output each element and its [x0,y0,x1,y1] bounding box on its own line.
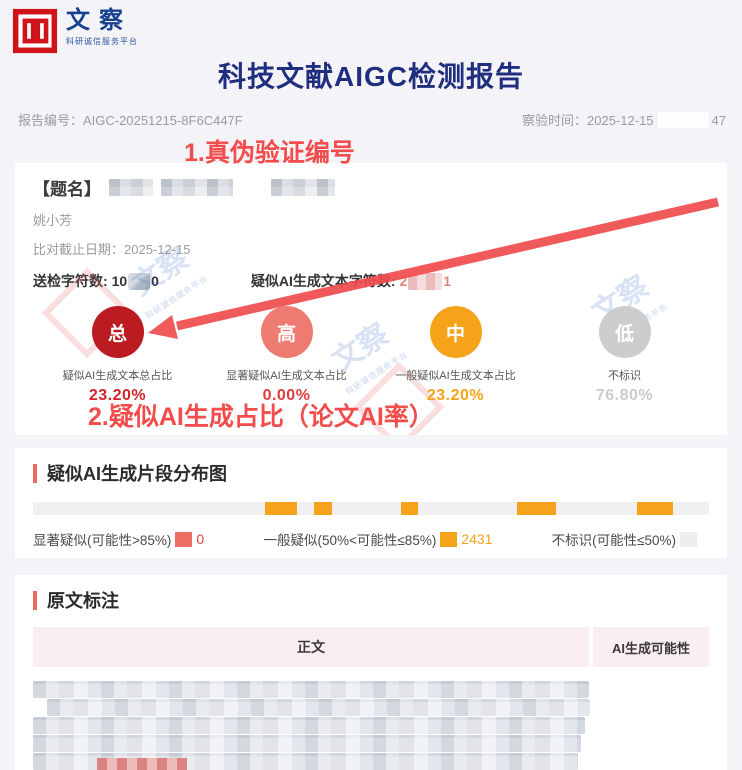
metric-medium: 中 一般疑似AI生成文本占比 23.20% [371,306,540,405]
legend-unmarked-label: 不标识(可能性≤50%) [551,533,676,548]
brand-logo-text-wrap: 文察 科研诚信服务平台 [66,8,138,47]
document-title-row: 【题名】 [33,175,709,200]
legend-significant-value: 0 [196,531,205,547]
ai-chars-prefix: 2 [399,273,408,289]
redacted-title-part [161,179,233,196]
redacted-text-row [47,699,590,716]
legend-significant: 显著疑似(可能性>85%) 0 [33,529,204,549]
legend-general-swatch [440,531,458,547]
section-accent-bar [33,463,37,483]
metric-total-label: 疑似AI生成文本总占比 [62,370,173,382]
submitted-chars-prefix: 10 [111,273,128,289]
check-time: 察验时间：2025-12-15 47 [522,110,726,129]
brand-logo-subtitle: 科研诚信服务平台 [66,37,138,46]
brand-logo[interactable]: 文察 科研诚信服务平台 [12,8,138,54]
metric-total: 总 疑似AI生成文本总占比 23.20% [33,306,202,405]
section-accent-bar [33,590,37,610]
column-header-body-text: 正文 [33,627,589,667]
distribution-segment [314,502,332,515]
ai-chars-redacted [408,272,443,290]
distribution-section-title: 疑似AI生成片段分布图 [47,464,227,484]
distribution-segment [264,502,297,515]
legend-significant-label: 显著疑似(可能性>85%) [33,533,172,548]
check-time-suffix: 47 [711,113,726,128]
original-annotation-card: 原文标注 正文 AI生成可能性 [15,575,727,770]
document-title-label: 【题名】 [33,180,101,199]
legend-general-label: 一般疑似(50%<可能性≤85%) [263,533,437,548]
submitted-chars-redacted [128,272,151,290]
redacted-title-part [109,179,153,196]
annotation-table-header: 正文 AI生成可能性 [33,627,709,667]
report-meta-row: 报告编号：AIGC-20251215-8F6C447F 察验时间：2025-12… [18,110,726,129]
redacted-text-row [33,735,581,752]
check-time-redacted [656,112,709,128]
column-header-ai-probability: AI生成可能性 [593,627,709,667]
author-name: 姚小芳 [33,213,73,228]
brand-logo-icon [12,8,58,54]
legend-general-value: 2431 [461,531,493,547]
metric-high: 高 显著疑似AI生成文本占比 0.00% [202,306,371,405]
brand-logo-text: 文察 [66,7,132,34]
distribution-legend: 显著疑似(可能性>85%) 0 一般疑似(50%<可能性≤85%) 2431 不… [33,529,709,549]
ai-chars-label: 疑似AI生成文本字符数: [250,273,396,289]
metric-high-label: 显著疑似AI生成文本占比 [226,370,347,382]
legend-significant-swatch [175,531,193,547]
comparison-cutoff-date: 比对截止日期：2025-12-15 [33,239,709,258]
metric-low-value: 76.80% [595,387,654,404]
metric-total-value: 23.20% [88,387,147,404]
annotation-verify-number: 1.真伪验证编号 [184,139,355,167]
metric-low-badge: 低 [598,306,651,358]
distribution-segment [636,502,674,515]
distribution-segment [517,502,556,515]
metric-medium-badge: 中 [429,306,482,358]
annotation-section-title: 原文标注 [47,591,119,611]
redacted-ai-highlight-fragment [97,758,187,770]
metric-high-value: 0.00% [262,387,311,404]
report-number: 报告编号：AIGC-20251215-8F6C447F [18,110,243,129]
cutoff-label: 比对截止日期： [33,242,125,257]
page-title: 科技文献AIGC检测报告 [217,61,524,92]
cutoff-value: 2025-12-15 [124,242,191,257]
character-counts-row: 送检字符数: 10 0 疑似AI生成文本字符数: 2 1 [33,271,709,291]
redacted-title-part [271,179,335,196]
distribution-section-header: 疑似AI生成片段分布图 [33,460,709,486]
distribution-segment [400,502,418,515]
metric-low: 低 不标识 76.80% [540,306,709,405]
distribution-bar [33,502,709,515]
report-number-value: AIGC-20251215-8F6C447F [83,113,243,128]
metric-medium-value: 23.20% [426,387,485,404]
report-number-label: 报告编号： [18,113,84,128]
distribution-card: 疑似AI生成片段分布图 显著疑似(可能性>85%) 0 一般疑似(50%<可能性… [15,448,727,558]
ai-chars-suffix: 1 [443,273,452,289]
metric-low-label: 不标识 [608,370,641,382]
legend-unmarked-swatch [680,531,697,547]
metrics-row: 总 疑似AI生成文本总占比 23.20% 高 显著疑似AI生成文本占比 0.00… [33,306,709,405]
metric-high-badge: 高 [260,306,313,358]
annotation-section-header: 原文标注 [33,587,709,613]
metric-total-badge: 总 [91,306,144,358]
check-time-date: 2025-12-15 [587,113,654,128]
legend-unmarked: 不标识(可能性≤50%) [552,529,709,549]
legend-general: 一般疑似(50%<可能性≤85%) 2431 [264,529,493,549]
redacted-text-row [33,717,585,734]
submitted-chars-suffix: 0 [151,273,159,289]
metric-medium-label: 一般疑似AI生成文本占比 [395,370,516,382]
annotation-ai-ratio: 2.疑似AI生成占比（论文AI率） [88,403,434,431]
check-time-label: 察验时间： [522,113,588,128]
redacted-text-row [33,681,589,698]
submitted-chars-label: 送检字符数: [33,273,108,289]
